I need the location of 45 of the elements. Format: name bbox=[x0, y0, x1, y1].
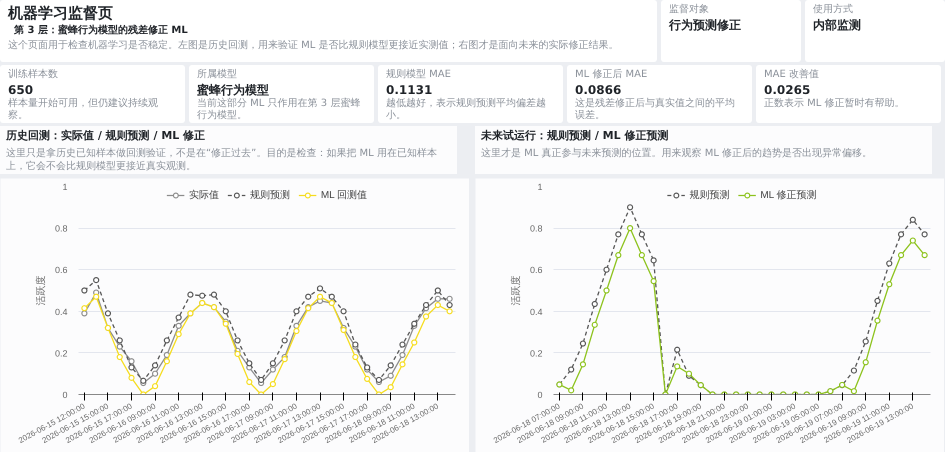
chart-subtitle: 这里才是 ML 真正参与未来预测的位置。用来观察 ML 修正后的趋势是否出现异常偏移。 bbox=[481, 146, 874, 160]
chart-title: 历史回测：实际值 / 规则预测 / ML 修正 bbox=[6, 128, 206, 144]
text: 使用方式 bbox=[813, 4, 854, 16]
y-tick-label: 0.4 bbox=[530, 306, 543, 317]
text: 行为预测修正 bbox=[669, 18, 742, 32]
text: 0.0265 bbox=[764, 83, 812, 98]
text: 0.1131 bbox=[386, 83, 434, 98]
y-tick-label: 0.8 bbox=[530, 224, 543, 234]
text: 越低越好，表示规则预测平均偏差越小。 bbox=[386, 98, 547, 122]
text: 0.0866 bbox=[575, 83, 622, 98]
legend-label: 规则预测 bbox=[250, 188, 290, 202]
chart-title: 未来试运行：规则预测 / ML 修正预测 bbox=[481, 128, 670, 144]
y-tick-label: 0.6 bbox=[54, 265, 68, 276]
y-tick-label: 1 bbox=[537, 182, 543, 192]
text: 650 bbox=[8, 83, 34, 98]
y-tick-label: 0 bbox=[62, 390, 68, 400]
text: 蜜蜂行为模型 bbox=[197, 83, 270, 98]
text: 样本量开始可用，但仍建议持续观察。 bbox=[8, 98, 159, 122]
y-tick-label: 0 bbox=[537, 390, 543, 400]
text: 正数表示 ML 修正暂时有帮助。 bbox=[764, 98, 906, 110]
text: 这个页面用于检查机器学习是否稳定。左图是历史回测，用来验证 ML 是否比规则模型更接近实测值；右图才是面向未来的实际修正结果。 bbox=[8, 40, 620, 52]
y-axis-title: 活跃度 bbox=[34, 276, 47, 306]
text: 所属模型 bbox=[197, 69, 238, 81]
text: 规则模型 MAE bbox=[386, 69, 452, 81]
y-tick-label: 0.8 bbox=[54, 224, 68, 234]
y-tick-label: 0.4 bbox=[54, 306, 68, 317]
text: 内部监测 bbox=[813, 18, 862, 32]
y-axis-title: 活跃度 bbox=[510, 276, 522, 306]
y-tick-label: 0.2 bbox=[530, 348, 543, 358]
legend-label: ML 回测值 bbox=[320, 188, 368, 202]
legend-label: 规则预测 bbox=[689, 188, 730, 202]
y-tick-label: 0.2 bbox=[54, 348, 68, 358]
text: 机器学习监督页 bbox=[8, 4, 114, 22]
text: 第 3 层：蜜蜂行为模型的残差修正 ML bbox=[14, 25, 189, 37]
legend-label: ML 修正预测 bbox=[760, 188, 817, 202]
text: 当前这部分 ML 只作用在第 3 层蜜蜂行为模型。 bbox=[197, 98, 362, 122]
text: ML 修正后 MAE bbox=[575, 69, 648, 81]
text: 监督对象 bbox=[669, 4, 710, 16]
text: 这是残差修正后与真实值之间的平均误差。 bbox=[575, 98, 736, 122]
y-tick-label: 0.6 bbox=[530, 265, 543, 276]
y-tick-label: 1 bbox=[62, 182, 68, 192]
chart-subtitle: 这里只是拿历史已知样本做回测验证，不是在“修正过去”。目的是检查：如果把 ML 用在已知样本上，它会不会比规则模型更接近真实观测。 bbox=[6, 146, 438, 173]
legend-label: 实际值 bbox=[188, 188, 219, 202]
text: MAE 改善值 bbox=[764, 69, 820, 81]
text: 训练样本数 bbox=[8, 69, 59, 81]
